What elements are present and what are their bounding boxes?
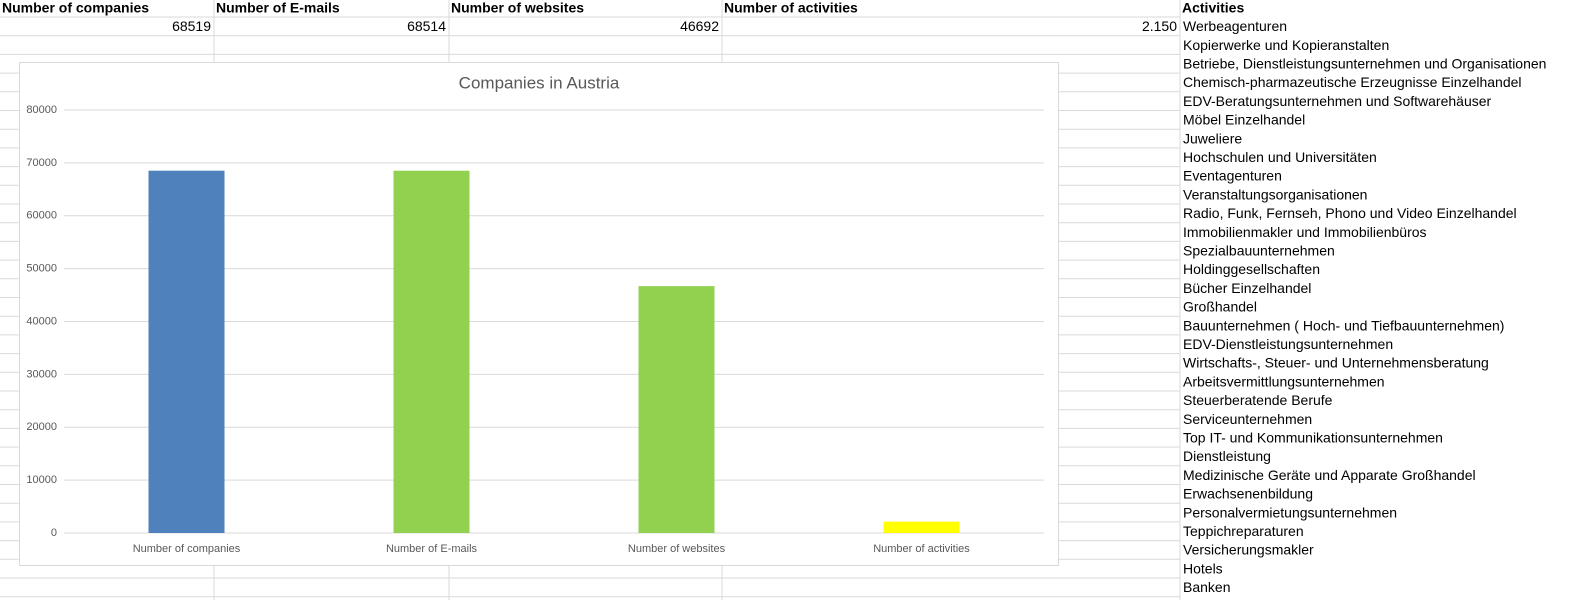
activity-cell: Möbel Einzelhandel — [1183, 112, 1305, 128]
y-tick-label: 60000 — [26, 210, 57, 222]
activity-cell: Wirtschafts-, Steuer- und Unternehmensbe… — [1183, 355, 1489, 371]
total-cell: 68519 — [172, 18, 211, 34]
activity-cell: Dienstleistung — [1183, 448, 1271, 464]
x-tick-label: Number of activities — [873, 543, 970, 555]
activity-cell: Holdinggesellschaften — [1183, 261, 1320, 277]
x-tick-label: Number of companies — [133, 543, 241, 555]
activity-cell: Versicherungsmakler — [1183, 542, 1314, 558]
activity-cell: Medizinische Geräte und Apparate Großhan… — [1183, 467, 1476, 483]
activity-cell: Veranstaltungsorganisationen — [1183, 186, 1367, 202]
y-tick-label: 40000 — [26, 315, 57, 327]
y-tick-label: 70000 — [26, 157, 57, 169]
y-tick-label: 0 — [51, 527, 57, 539]
activity-cell: Personalvermietungsunternehmen — [1183, 504, 1397, 520]
activity-cell: Spezialbauunternehmen — [1183, 242, 1335, 258]
activity-cell: Kopierwerke und Kopieranstalten — [1183, 37, 1389, 53]
total-cell: 68514 — [407, 18, 446, 34]
chart-title: Companies in Austria — [459, 73, 620, 92]
column-header: Number of activities — [724, 0, 858, 16]
total-cell: 2.150 — [1142, 18, 1177, 34]
y-tick-label: 50000 — [26, 263, 57, 275]
x-tick-label: Number of E-mails — [386, 543, 478, 555]
activity-cell: Bücher Einzelhandel — [1183, 280, 1311, 296]
bar — [883, 521, 960, 533]
activity-cell: Chemisch-pharmazeutische Erzeugnisse Ein… — [1183, 74, 1522, 90]
activity-cell: Juweliere — [1183, 130, 1242, 146]
activity-cell: Arbeitsvermittlungsunternehmen — [1183, 373, 1385, 389]
activity-cell: Top IT- und Kommunikationsunternehmen — [1183, 429, 1443, 445]
activity-cell: Hochschulen und Universitäten — [1183, 149, 1377, 165]
x-tick-label: Number of websites — [628, 543, 726, 555]
y-tick-label: 20000 — [26, 421, 57, 433]
bar — [393, 170, 470, 533]
activity-cell: Eventagenturen — [1183, 168, 1282, 184]
total-cell: 46692 — [680, 18, 719, 34]
activity-cell: Erwachsenenbildung — [1183, 486, 1313, 502]
y-tick-label: 10000 — [26, 474, 57, 486]
column-header: Number of websites — [451, 0, 584, 16]
activity-cell: EDV-Beratungsunternehmen und Softwarehäu… — [1183, 93, 1492, 109]
activity-cell: Immobilienmakler und Immobilienbüros — [1183, 224, 1427, 240]
activity-cell: Banken — [1183, 579, 1230, 595]
column-header: Number of companies — [2, 0, 149, 16]
activity-cell: Serviceunternehmen — [1183, 411, 1312, 427]
activity-cell: EDV-Dienstleistungsunternehmen — [1183, 336, 1393, 352]
bar — [148, 170, 225, 533]
bar — [638, 286, 715, 533]
activity-cell: Radio, Funk, Fernseh, Phono und Video Ei… — [1183, 205, 1517, 221]
activity-cell: Betriebe, Dienstleistungsunternehmen und… — [1183, 55, 1546, 71]
activity-cell: Hotels — [1183, 560, 1223, 576]
column-header: Activities — [1182, 0, 1244, 16]
y-tick-label: 80000 — [26, 104, 57, 116]
activity-cell: Werbeagenturen — [1183, 18, 1287, 34]
column-header: Number of E-mails — [216, 0, 340, 16]
y-tick-label: 30000 — [26, 368, 57, 380]
activity-cell: Steuerberatende Berufe — [1183, 392, 1333, 408]
activity-cell: Großhandel — [1183, 299, 1257, 315]
activity-cell: Teppichreparaturen — [1183, 523, 1304, 539]
activity-cell: Bauunternehmen ( Hoch- und Tiefbauuntern… — [1183, 317, 1504, 333]
